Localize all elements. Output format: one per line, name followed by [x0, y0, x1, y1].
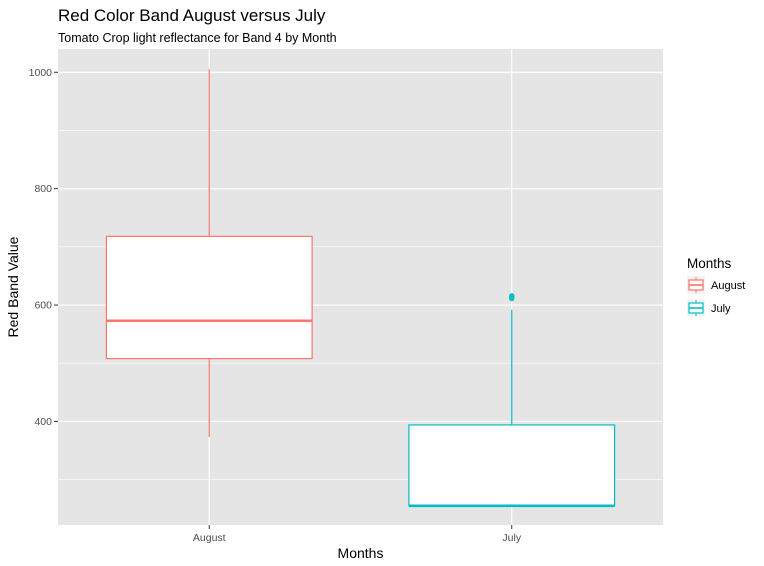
legend-title: Months — [687, 256, 732, 271]
box-marks — [105, 69, 616, 508]
y-axis-title: Red Band Value — [5, 236, 21, 337]
y-tick-label: 1000 — [29, 67, 53, 79]
legend-label: July — [711, 303, 731, 315]
legend-item: August — [687, 276, 745, 294]
x-tick-label: August — [193, 532, 226, 544]
y-tick-label: 400 — [34, 416, 52, 428]
axis-ticks: 400 600 800 1000 August July — [29, 67, 522, 544]
y-tick-label: 600 — [34, 300, 52, 312]
box-iqr — [105, 235, 313, 360]
legend-item: July — [687, 299, 731, 317]
legend: Months August July — [687, 256, 745, 317]
legend-label: August — [711, 280, 745, 292]
y-tick-label: 800 — [34, 183, 52, 195]
chart-subtitle: Tomato Crop light reflectance for Band 4… — [58, 31, 337, 45]
outlier-point — [509, 293, 515, 299]
box-iqr — [408, 424, 616, 507]
chart-title: Red Color Band August versus July — [58, 6, 326, 25]
x-tick-label: July — [502, 532, 521, 544]
x-axis-title: Months — [338, 545, 384, 561]
